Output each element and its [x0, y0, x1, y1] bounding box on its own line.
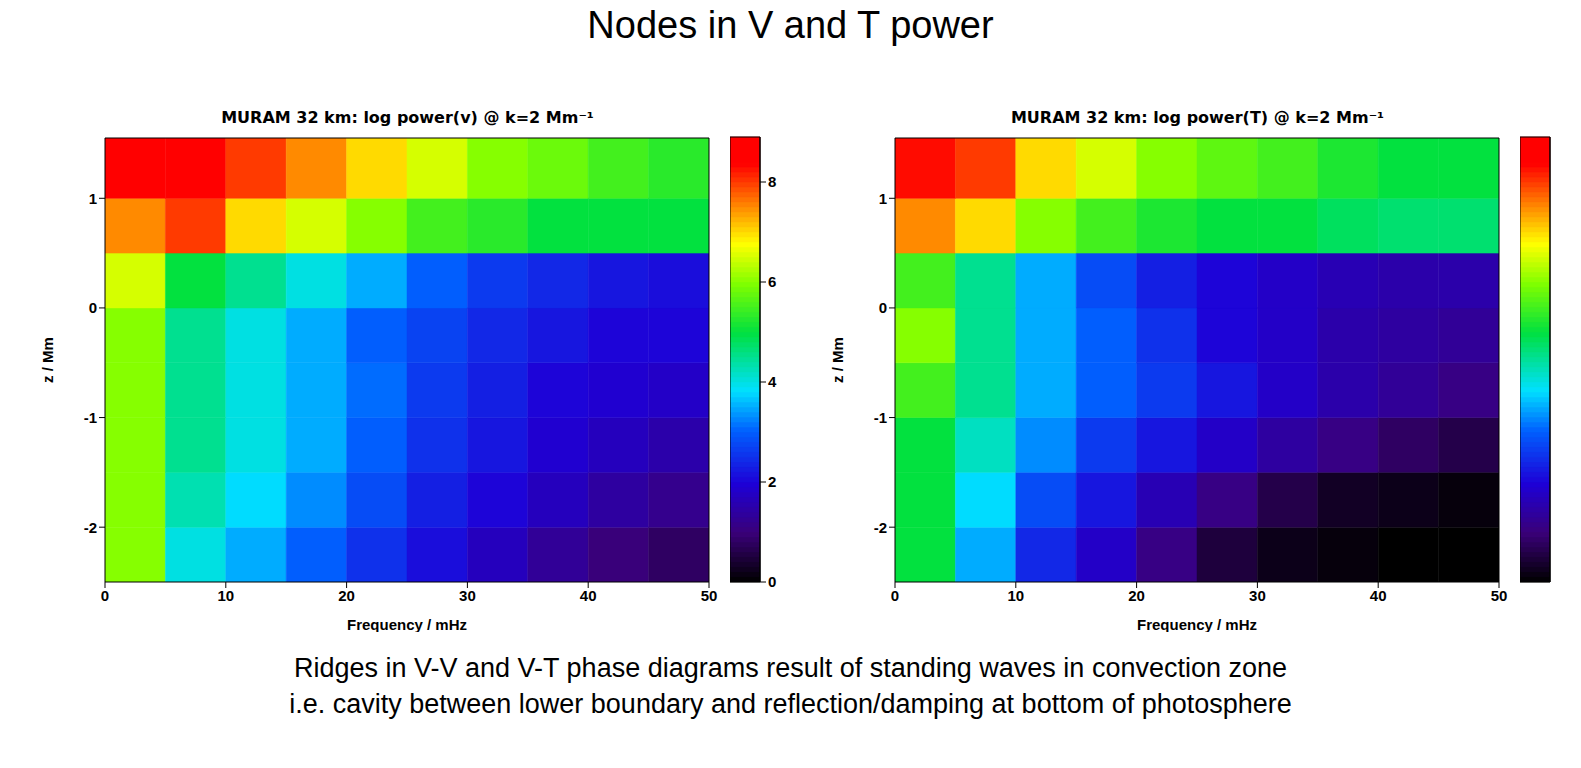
svg-text:-2: -2 — [84, 519, 97, 536]
svg-text:20: 20 — [1128, 587, 1145, 604]
svg-text:6: 6 — [768, 273, 776, 290]
svg-text:2: 2 — [768, 473, 776, 490]
svg-text:1: 1 — [879, 190, 887, 207]
svg-text:20: 20 — [338, 587, 355, 604]
svg-text:8: 8 — [768, 173, 776, 190]
svg-text:50: 50 — [701, 587, 718, 604]
svg-text:0: 0 — [89, 299, 97, 316]
svg-text:-1: -1 — [84, 409, 97, 426]
svg-text:50: 50 — [1491, 587, 1508, 604]
svg-text:40: 40 — [1370, 587, 1387, 604]
svg-text:40: 40 — [580, 587, 597, 604]
html-text:Nodes in V and T power: Nodes in V and T power — [587, 4, 994, 46]
svg-text:30: 30 — [459, 587, 476, 604]
svg-text:z / Mm: z / Mm — [40, 337, 56, 383]
html-text:Ridges in V-V and V-T phase di: Ridges in V-V and V-T phase diagrams res… — [294, 653, 1287, 683]
svg-text:10: 10 — [1007, 587, 1024, 604]
svg-text:-1: -1 — [874, 409, 887, 426]
svg-text:0: 0 — [879, 299, 887, 316]
svg-text:10: 10 — [217, 587, 234, 604]
svg-text:-2: -2 — [874, 519, 887, 536]
html-text:MURAM 32 km: log power(v) @ k=: MURAM 32 km: log power(v) @ k=2 Mm⁻¹ — [221, 108, 594, 127]
svg-text:4: 4 — [768, 373, 777, 390]
svg-text:30: 30 — [1249, 587, 1266, 604]
svg-text:0: 0 — [101, 587, 109, 604]
html-text:i.e. cavity between lower boun: i.e. cavity between lower boundary and r… — [289, 689, 1292, 719]
svg-text:Frequency / mHz: Frequency / mHz — [347, 616, 467, 632]
svg-text:0: 0 — [891, 587, 899, 604]
svg-text:1: 1 — [89, 190, 97, 207]
svg-text:z / Mm: z / Mm — [830, 337, 846, 383]
svg-text:Frequency / mHz: Frequency / mHz — [1137, 616, 1257, 632]
html-text:MURAM 32 km: log power(T) @ k=: MURAM 32 km: log power(T) @ k=2 Mm⁻¹ — [1010, 108, 1385, 127]
svg-text:0: 0 — [768, 573, 776, 590]
